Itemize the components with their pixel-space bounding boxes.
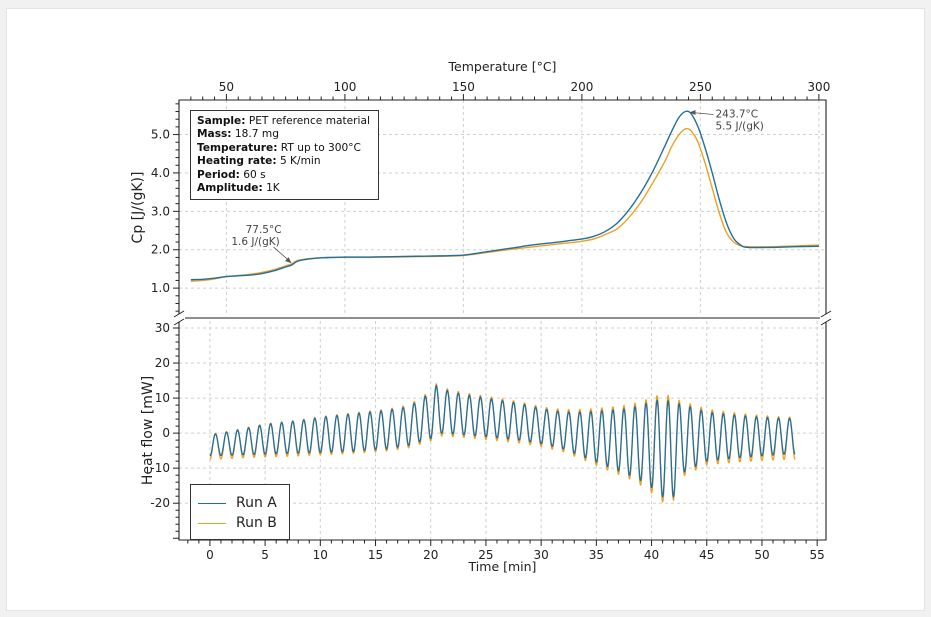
tg-annotation-cp: 1.6 J/(gK) xyxy=(231,236,279,248)
info-value: 60 s xyxy=(239,168,266,181)
y-tick-label-top: 1.0 xyxy=(151,281,170,295)
cp-line-run-b xyxy=(190,127,819,282)
chart-svg: 50 100 150 200 250 3001.02.03.04.05.0Temperat… xyxy=(130,59,832,574)
x-tick-label-top: 300 xyxy=(807,80,830,94)
x-tick-label-bottom: 10 xyxy=(313,548,328,562)
info-value: RT up to 300°C xyxy=(277,141,361,154)
heatflow-line-run-a xyxy=(209,384,796,498)
cp-line-run-a xyxy=(190,110,819,281)
info-row: Amplitude: 1K xyxy=(197,182,373,195)
y-tick-label-top: 3.0 xyxy=(151,204,170,218)
info-value: 1K xyxy=(262,182,280,195)
info-label: Heating rate: xyxy=(197,155,277,168)
axis-break-mark xyxy=(820,310,832,318)
sample-info-box: Sample: PET reference material Mass: 18.7… xyxy=(190,110,379,201)
bottom-panel-frame xyxy=(178,321,827,541)
axis-break-gap xyxy=(173,314,185,322)
info-label: Amplitude: xyxy=(197,182,263,195)
axis-break-mark xyxy=(173,318,185,326)
info-row: Period: 60 s xyxy=(197,169,373,182)
info-label: Period: xyxy=(197,168,240,181)
x-tick-label-bottom: 55 xyxy=(810,548,825,562)
y-tick-label-top: 2.0 xyxy=(151,243,170,257)
x-tick-label-top: 50 xyxy=(219,80,234,94)
peak-annotation-temp: 243.7°C xyxy=(715,109,758,121)
axis-break-mark xyxy=(173,310,185,318)
x-tick-label-bottom: 25 xyxy=(478,548,493,562)
y-axis-title-top: Cp [J/(gK)] xyxy=(130,172,146,244)
chart-card: 50 100 150 200 250 300 1.0 2.0 3.0 4.0 5.0 Temperat… xyxy=(6,8,925,611)
x-axis-title-top: Temperature [°C] xyxy=(448,59,557,74)
y-tick-label-bottom: 20 xyxy=(155,356,170,370)
axis-break-gap xyxy=(820,314,832,322)
y-tick-label-bottom: 10 xyxy=(155,391,170,405)
x-tick-label-bottom: 45 xyxy=(699,548,714,562)
info-row: Temperature: RT up to 300°C xyxy=(197,142,373,155)
legend-swatch-run-a xyxy=(198,502,226,504)
axis-break-mark xyxy=(820,318,832,326)
x-tick-label-top: 150 xyxy=(452,80,475,94)
y-axis-title-bottom: Heat flow [mW] xyxy=(140,376,156,485)
legend-label-run-b: Run B xyxy=(236,515,277,531)
peak-annotation-cp: 5.5 J/(gK) xyxy=(715,121,763,133)
legend-item-run-a: Run A xyxy=(191,493,277,513)
info-row: Heating rate: 5 K/min xyxy=(197,155,373,168)
y-tick-label-bottom: -10 xyxy=(150,461,170,475)
info-value: PET reference material xyxy=(245,115,370,127)
info-value: 5 K/min xyxy=(276,155,321,168)
x-tick-label-top: 200 xyxy=(570,80,593,94)
info-label: Temperature: xyxy=(197,141,278,154)
x-tick-label-bottom: 40 xyxy=(644,548,659,562)
y-tick-label-bottom: -20 xyxy=(150,496,170,510)
info-row: Mass: 18.7 mg xyxy=(197,128,373,141)
x-tick-label-bottom: 15 xyxy=(368,548,383,562)
y-tick-label-bottom: 30 xyxy=(155,321,170,335)
top-panel-frame xyxy=(178,99,827,315)
tg-arrow-line xyxy=(273,246,290,262)
peak-arrow-head xyxy=(689,110,696,116)
info-label: Mass: xyxy=(197,128,232,141)
y-tick-label-bottom: 0 xyxy=(162,426,170,440)
y-tick-label-top: 4.0 xyxy=(151,166,170,180)
x-tick-label-bottom: 50 xyxy=(754,548,769,562)
x-tick-label-top: 100 xyxy=(333,80,356,94)
legend-item-run-b: Run B xyxy=(191,513,277,533)
tg-annotation-temp: 77.5°C xyxy=(246,224,282,236)
legend-label-run-a: Run A xyxy=(236,495,277,511)
x-tick-label-bottom: 30 xyxy=(534,548,549,562)
y-tick-label-top: 5.0 xyxy=(151,128,170,142)
info-value: 18.7 mg xyxy=(231,128,279,141)
legend-swatch-run-b xyxy=(198,522,226,524)
info-row: Sample: PET reference material xyxy=(197,115,373,128)
x-tick-label-top: 250 xyxy=(689,80,712,94)
x-tick-label-bottom: 5 xyxy=(261,548,269,562)
legend: Run A Run B xyxy=(190,484,290,540)
x-tick-label-bottom: 20 xyxy=(423,548,438,562)
x-tick-label-bottom: 35 xyxy=(589,548,604,562)
x-axis-title-bottom: Time [min] xyxy=(468,559,537,574)
x-tick-label-bottom: 0 xyxy=(206,548,214,562)
info-label: Sample: xyxy=(197,115,246,127)
tg-arrow-head xyxy=(285,257,292,264)
